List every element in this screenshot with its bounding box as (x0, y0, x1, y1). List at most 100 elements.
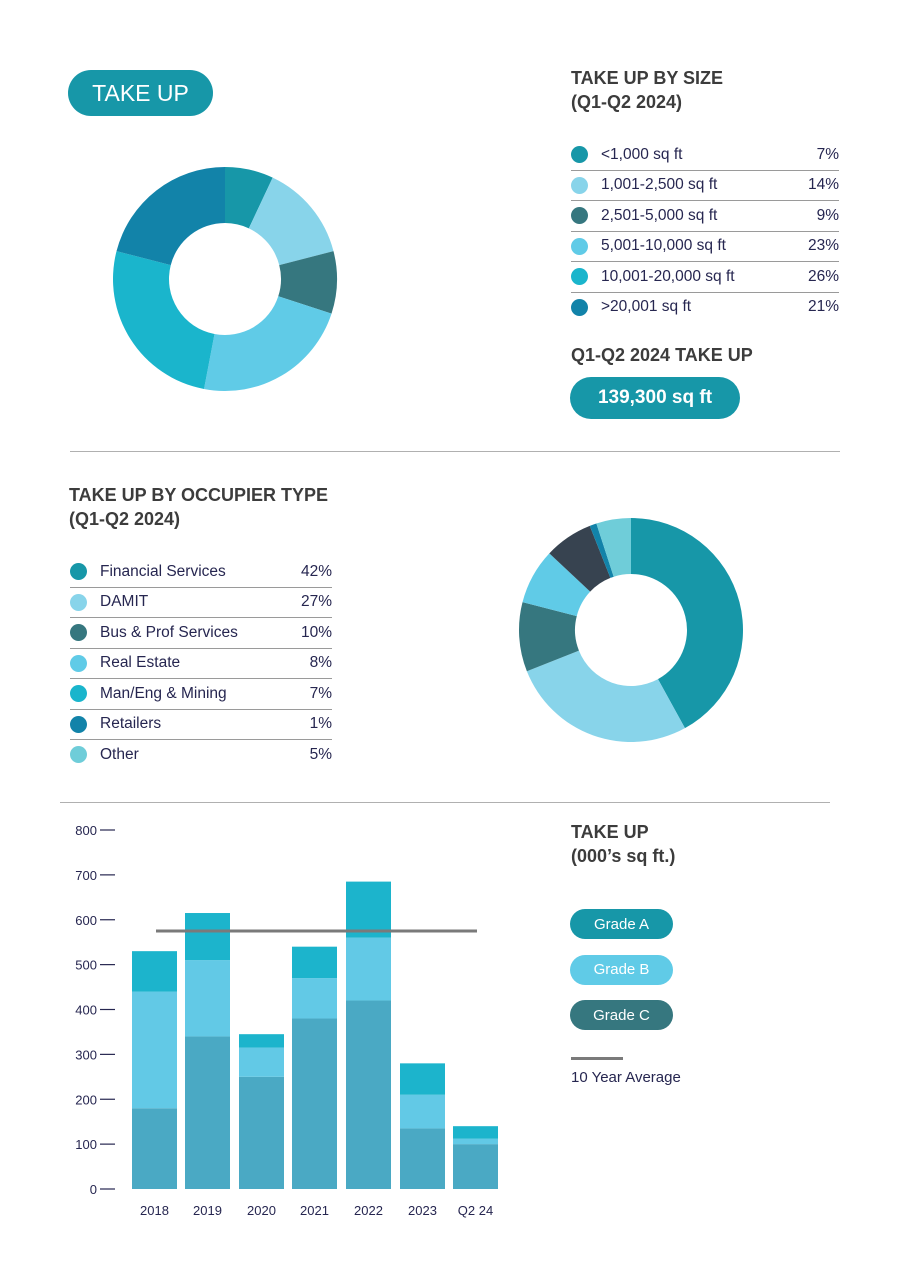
bar-segment (346, 937, 391, 1001)
legend-row: 10,001-20,000 sq ft 26% (571, 262, 839, 293)
legend-dot-icon (571, 237, 588, 255)
bar-segment (239, 1047, 284, 1077)
y-tick-label: 200 (75, 1092, 97, 1107)
x-tick-label: Q2 24 (458, 1203, 493, 1218)
legend-value: 42% (300, 562, 332, 580)
bar-segment (400, 1094, 445, 1129)
legend-dot-icon (571, 207, 588, 225)
occupier-title-line2: (Q1-Q2 2024) (69, 509, 181, 529)
bar-title-line1: TAKE UP (571, 822, 649, 842)
x-tick-label: 2021 (300, 1203, 329, 1218)
bar-segment (346, 881, 391, 938)
bar-segment (346, 1000, 391, 1189)
legend-label: Real Estate (100, 654, 181, 672)
y-tick-label: 300 (75, 1047, 97, 1062)
bar-title-line2: (000’s sq ft.) (571, 846, 676, 866)
legend-row: DAMIT 27% (70, 588, 332, 618)
legend-grade-1: Grade B (570, 954, 673, 985)
total-value-badge: 139,300 sq ft (570, 377, 740, 419)
x-tick-label: 2022 (354, 1203, 383, 1218)
legend-value: 9% (816, 206, 839, 224)
bar-segment (185, 960, 230, 1037)
legend-row: Real Estate 8% (70, 649, 332, 679)
legend-dot-icon (571, 268, 588, 286)
bar-segment (239, 1034, 284, 1048)
legend-value: 26% (807, 267, 839, 285)
legend-value: 27% (300, 593, 332, 611)
legend-dot-icon (571, 146, 588, 164)
donut-slice (589, 523, 614, 578)
legend-row: Man/Eng & Mining 7% (70, 679, 332, 710)
average-legend-line (571, 1057, 623, 1060)
donut-slice (522, 553, 591, 617)
donut-slice (113, 251, 215, 390)
bar-segment (132, 1108, 177, 1189)
legend-grade-2: Grade C (570, 1000, 673, 1030)
legend-label: >20,001 sq ft (601, 298, 692, 316)
legend-value: 7% (816, 145, 839, 163)
donut-slice (278, 251, 337, 314)
legend-label: Bus & Prof Services (100, 623, 238, 641)
x-tick-label: 2023 (408, 1203, 437, 1218)
legend-value: 23% (807, 237, 839, 255)
occupier-legend: Financial Services 42% DAMIT 27% Bus & Prof … (70, 557, 332, 770)
legend-label: 1,001-2,500 sq ft (601, 176, 718, 194)
take-up-badge: TAKE UP (68, 70, 213, 116)
legend-row: 5,001-10,000 sq ft 23% (571, 232, 839, 262)
y-tick-label: 700 (75, 868, 97, 883)
legend-row: 1,001-2,500 sq ft 14% (571, 171, 839, 201)
donut-slice (225, 167, 273, 229)
bar-segment (453, 1144, 498, 1189)
average-legend-label: 10 Year Average (571, 1069, 681, 1086)
y-tick-label: 600 (75, 913, 97, 928)
size-title-line1: TAKE UP BY SIZE (571, 68, 724, 88)
legend-dot-icon (571, 298, 588, 316)
legend-dot-icon (70, 685, 87, 703)
legend-label: Retailers (100, 715, 162, 733)
legend-value: 5% (309, 745, 332, 763)
bar-segment (292, 978, 337, 1019)
size-title: TAKE UP BY SIZE (Q1-Q2 2024) (571, 66, 723, 114)
x-tick-label: 2019 (193, 1203, 222, 1218)
legend-row: Other 5% (70, 740, 332, 770)
legend-dot-icon (70, 563, 87, 581)
bar-segment (400, 1063, 445, 1095)
legend-dot-icon (70, 654, 87, 672)
take-up-bar-chart: 0 100 200 300 400 500 600 700 800 2018 2019 2020 202… (75, 823, 498, 1218)
donut-slice (526, 650, 685, 742)
bar-segment (453, 1138, 498, 1145)
legend-grade-0: Grade A (570, 909, 673, 939)
occupier-title: TAKE UP BY OCCUPIER TYPE (Q1-Q2 2024) (69, 483, 328, 531)
legend-row: 2,501-5,000 sq ft 9% (571, 201, 839, 232)
bar-segment (185, 1036, 230, 1189)
bar-segment (400, 1128, 445, 1189)
donut-slice (631, 518, 744, 729)
legend-label: 2,501-5,000 sq ft (601, 206, 718, 224)
total-title: Q1-Q2 2024 TAKE UP (571, 345, 753, 365)
y-tick-label: 400 (75, 1003, 97, 1018)
legend-label: 10,001-20,000 sq ft (601, 267, 735, 285)
y-tick-label: 500 (75, 958, 97, 973)
legend-value: 14% (807, 176, 839, 194)
legend-label: Other (100, 745, 139, 763)
bar-segment (292, 1018, 337, 1189)
occupier-donut-chart (519, 518, 744, 742)
y-tick-label: 100 (75, 1137, 97, 1152)
legend-value: 21% (807, 298, 839, 316)
donut-slice (248, 177, 334, 266)
bar-segment (132, 951, 177, 992)
bar-title: TAKE UP (000’s sq ft.) (571, 820, 675, 868)
legend-row: <1,000 sq ft 7% (571, 140, 839, 171)
legend-dot-icon (70, 715, 87, 733)
legend-dot-icon (70, 746, 87, 764)
x-tick-label: 2018 (140, 1203, 169, 1218)
legend-value: 1% (309, 715, 332, 733)
legend-label: <1,000 sq ft (601, 145, 683, 163)
y-tick-label: 0 (90, 1182, 97, 1197)
donut-slice (519, 602, 579, 672)
size-legend: <1,000 sq ft 7% 1,001-2,500 sq ft 14% 2,501-… (571, 140, 839, 322)
legend-label: Financial Services (100, 562, 226, 580)
legend-label: DAMIT (100, 593, 149, 611)
bar-segment (239, 1076, 284, 1189)
